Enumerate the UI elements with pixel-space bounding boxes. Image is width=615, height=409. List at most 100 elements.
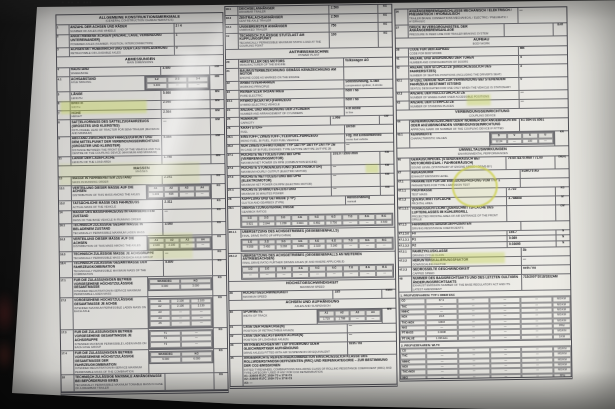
- grid-cell: —: [342, 271, 360, 278]
- emission-cell: —: [457, 335, 490, 341]
- item-description: ARBEITSVERFAHREN WORKING PRINCIPLE: [239, 80, 344, 89]
- mini-grid: D V S U 12,24—100—: [490, 131, 555, 146]
- background-speck: · ·· · ···: [62, 0, 93, 6]
- grid-cell: 4.059: [241, 245, 259, 251]
- item-description: HERUNTERSKALIERUNGSFAKTOR DOWNSCALING FAC…: [411, 257, 521, 267]
- mini-grid: A1 A2 A3 A4 1.719 1.788— —: [317, 309, 382, 324]
- item-unit: N: [555, 235, 570, 241]
- value-text: —: [165, 250, 169, 255]
- grid-cell: 12,24: [491, 138, 507, 145]
- item-number: 45.1: [397, 133, 410, 148]
- item-description: BREITE WIDTH: [70, 101, 161, 111]
- grid-cell: 3.050: [291, 244, 309, 251]
- mini-grid: A1 2.100 2.100 A2 2.100 2.130 A3— — A4— — A5— —: [148, 296, 213, 328]
- item-value: 185: [332, 289, 382, 299]
- item-value: 0.03695: [507, 241, 557, 248]
- emission-grid: CO — — — — MG/KM THC — — — — MG/KM NMHC — — — — MG/KM NOX —…: [400, 346, 572, 382]
- item-value: A1 A2 A3 A4 1.719 1.788— —: [316, 308, 383, 324]
- item-number: 28.1.2: [228, 253, 242, 266]
- item-value: 1-2 2-3 3-4 3.400— —: [143, 75, 210, 91]
- label-en: INTENDED REGISTRATION/IN-SERVICE MAXIMUM…: [74, 365, 142, 374]
- item-number: 33: [229, 343, 243, 356]
- value-text: nein / no: [345, 97, 359, 102]
- grid-cell: —: [292, 271, 310, 278]
- item-number: 37: [395, 25, 409, 38]
- item-description: TECHNISCH ZULÄSSIGE GESAMTMASSE IN BELAD…: [72, 223, 163, 236]
- label-en: PRESSURE IN FEED LINE FOR TRAILER BRAKIN…: [409, 31, 489, 37]
- emission-cell: MG/KM: [553, 378, 572, 382]
- item-description: VERTEILUNG DIESER MASSE AUF DIE ACHSEN DI…: [72, 236, 146, 251]
- item-number: 8: [57, 120, 71, 137]
- item-unit: KW: [379, 151, 394, 164]
- item-unit: MM: [381, 308, 396, 323]
- grid-cell: 2.320: [308, 244, 326, 250]
- item-value: —: [330, 164, 381, 174]
- item-number: 13: [58, 177, 72, 186]
- item-description: HÖCHSTGESCHWINDIGKEIT MAXIMUM SPEED: [242, 290, 333, 299]
- table-row: 17.1 FÜR DIE ZULASSUNG/DEN BETRIEB VORGES…: [60, 276, 227, 299]
- item-value: 5.800: [163, 260, 213, 277]
- value-text: [167, 374, 213, 375]
- item-value: A1 A2 A3 A4 2.100 2.100— —: [146, 235, 213, 251]
- label-en: CHARACTERISTIC VALUES: [410, 135, 447, 141]
- label-en: TECHNICALLY PERMISSIBLE MAXIMUM LADEN MA…: [73, 230, 145, 236]
- item-unit: KW: [380, 173, 394, 186]
- item-value: 3.400: [160, 65, 210, 75]
- item-number: 44: [396, 120, 410, 133]
- item-description: HYBRID-[ELEKTRO-]FAHRZEUG HYBRID [ELECTRI…: [239, 98, 344, 108]
- emission-cell: —: [489, 373, 522, 380]
- item-value: Selbstzündung, 4-Takt compression ignitio…: [343, 79, 393, 89]
- item-description: TECHNISCH ZULÄSSIGE MASSE JE ACHSGRUPPE T…: [72, 251, 163, 261]
- item-value: 0: [518, 77, 568, 90]
- item-value: —: [331, 186, 381, 196]
- emission-cell: —: [458, 379, 491, 382]
- item-value: 0.089: [506, 235, 556, 242]
- item-unit: MM: [210, 134, 225, 155]
- grid-cell: —: [325, 271, 343, 278]
- value-text: 5.864: [163, 135, 172, 140]
- item-value: 3.000: [162, 222, 212, 236]
- item-description: KUPPLUNG UND GETRIEBE (TYP) CLUTCH AND GE…: [241, 196, 346, 205]
- value-text: 2.564: [163, 109, 172, 114]
- item-description: ZENTRALACHSANHÄNGER CENTRE-AXLE TRAILER: [238, 15, 329, 24]
- grid-cell: —: [242, 272, 259, 279]
- value-text: 3.000: [164, 222, 173, 227]
- item-number: 47.1.3.0: [398, 232, 412, 238]
- grid-cell: —: [342, 243, 360, 250]
- value-text: 715/2007*2018/1832AM: [523, 274, 558, 279]
- item-description: ANZAHL DER ACHSEN UND RÄDER NUMBER OF AXL…: [69, 24, 174, 34]
- item-number: 47.2.3: [398, 267, 412, 276]
- value-text: 2.040: [162, 100, 172, 105]
- label-en: FRONTAL AREA: [411, 201, 433, 206]
- item-value: —: [517, 7, 567, 23]
- item-unit: CM³: [379, 115, 393, 124]
- value-text: 3: [520, 64, 522, 69]
- item-description: ANHÄNGERBREMSANSCHLÜSSE MECHANISCH / ELE…: [408, 8, 518, 25]
- item-unit: MM: [209, 90, 224, 99]
- grid-cell: —: [349, 315, 366, 322]
- item-value: E1 55R-01 8561: [518, 118, 569, 131]
- value-text: [509, 205, 555, 206]
- item-number: 29: [229, 291, 242, 300]
- table-column-right: 36 ANHÄNGERBREMSANSCHLÜSSE MECHANISCH / E…: [394, 6, 573, 382]
- item-value: [164, 373, 215, 390]
- item-description: ANZAHL UND ANORDNUNG DER TÜREN NUMBER AND…: [409, 56, 519, 66]
- grid-cell: —: [365, 315, 381, 322]
- item-description: HÖCHSTE 30-MINUTEN-LEISTUNG MAXIMUM 30 MI…: [240, 187, 331, 196]
- item-description: HÖHE HEIGHT: [70, 110, 161, 120]
- mini-grid: 1.G 2.G 3.G 4.G 5.G 6.G 7.G 8.G R.G — — — — — — — — —: [240, 264, 395, 280]
- grid-cell: A5: [149, 320, 171, 327]
- item-description: LÄNGE LENGTH: [70, 91, 161, 101]
- item-unit: KG: [212, 276, 227, 296]
- label-en: TEST MASS: [411, 192, 428, 197]
- item-unit: KG: [211, 235, 226, 250]
- item-value: 2.500: [328, 4, 378, 14]
- item-unit: KG: [377, 22, 392, 31]
- value-text: 1: [175, 32, 178, 37]
- item-unit: CM²: [555, 204, 570, 220]
- item-number: 35: [230, 356, 244, 386]
- label-en: HEIGHT: [71, 114, 83, 119]
- item-description: VORGESEHENE HÖCHSTZULÄSSIGE GESAMTMASSE …: [73, 298, 147, 330]
- grid-cell: —: [195, 242, 211, 249]
- value-text: —: [348, 332, 353, 337]
